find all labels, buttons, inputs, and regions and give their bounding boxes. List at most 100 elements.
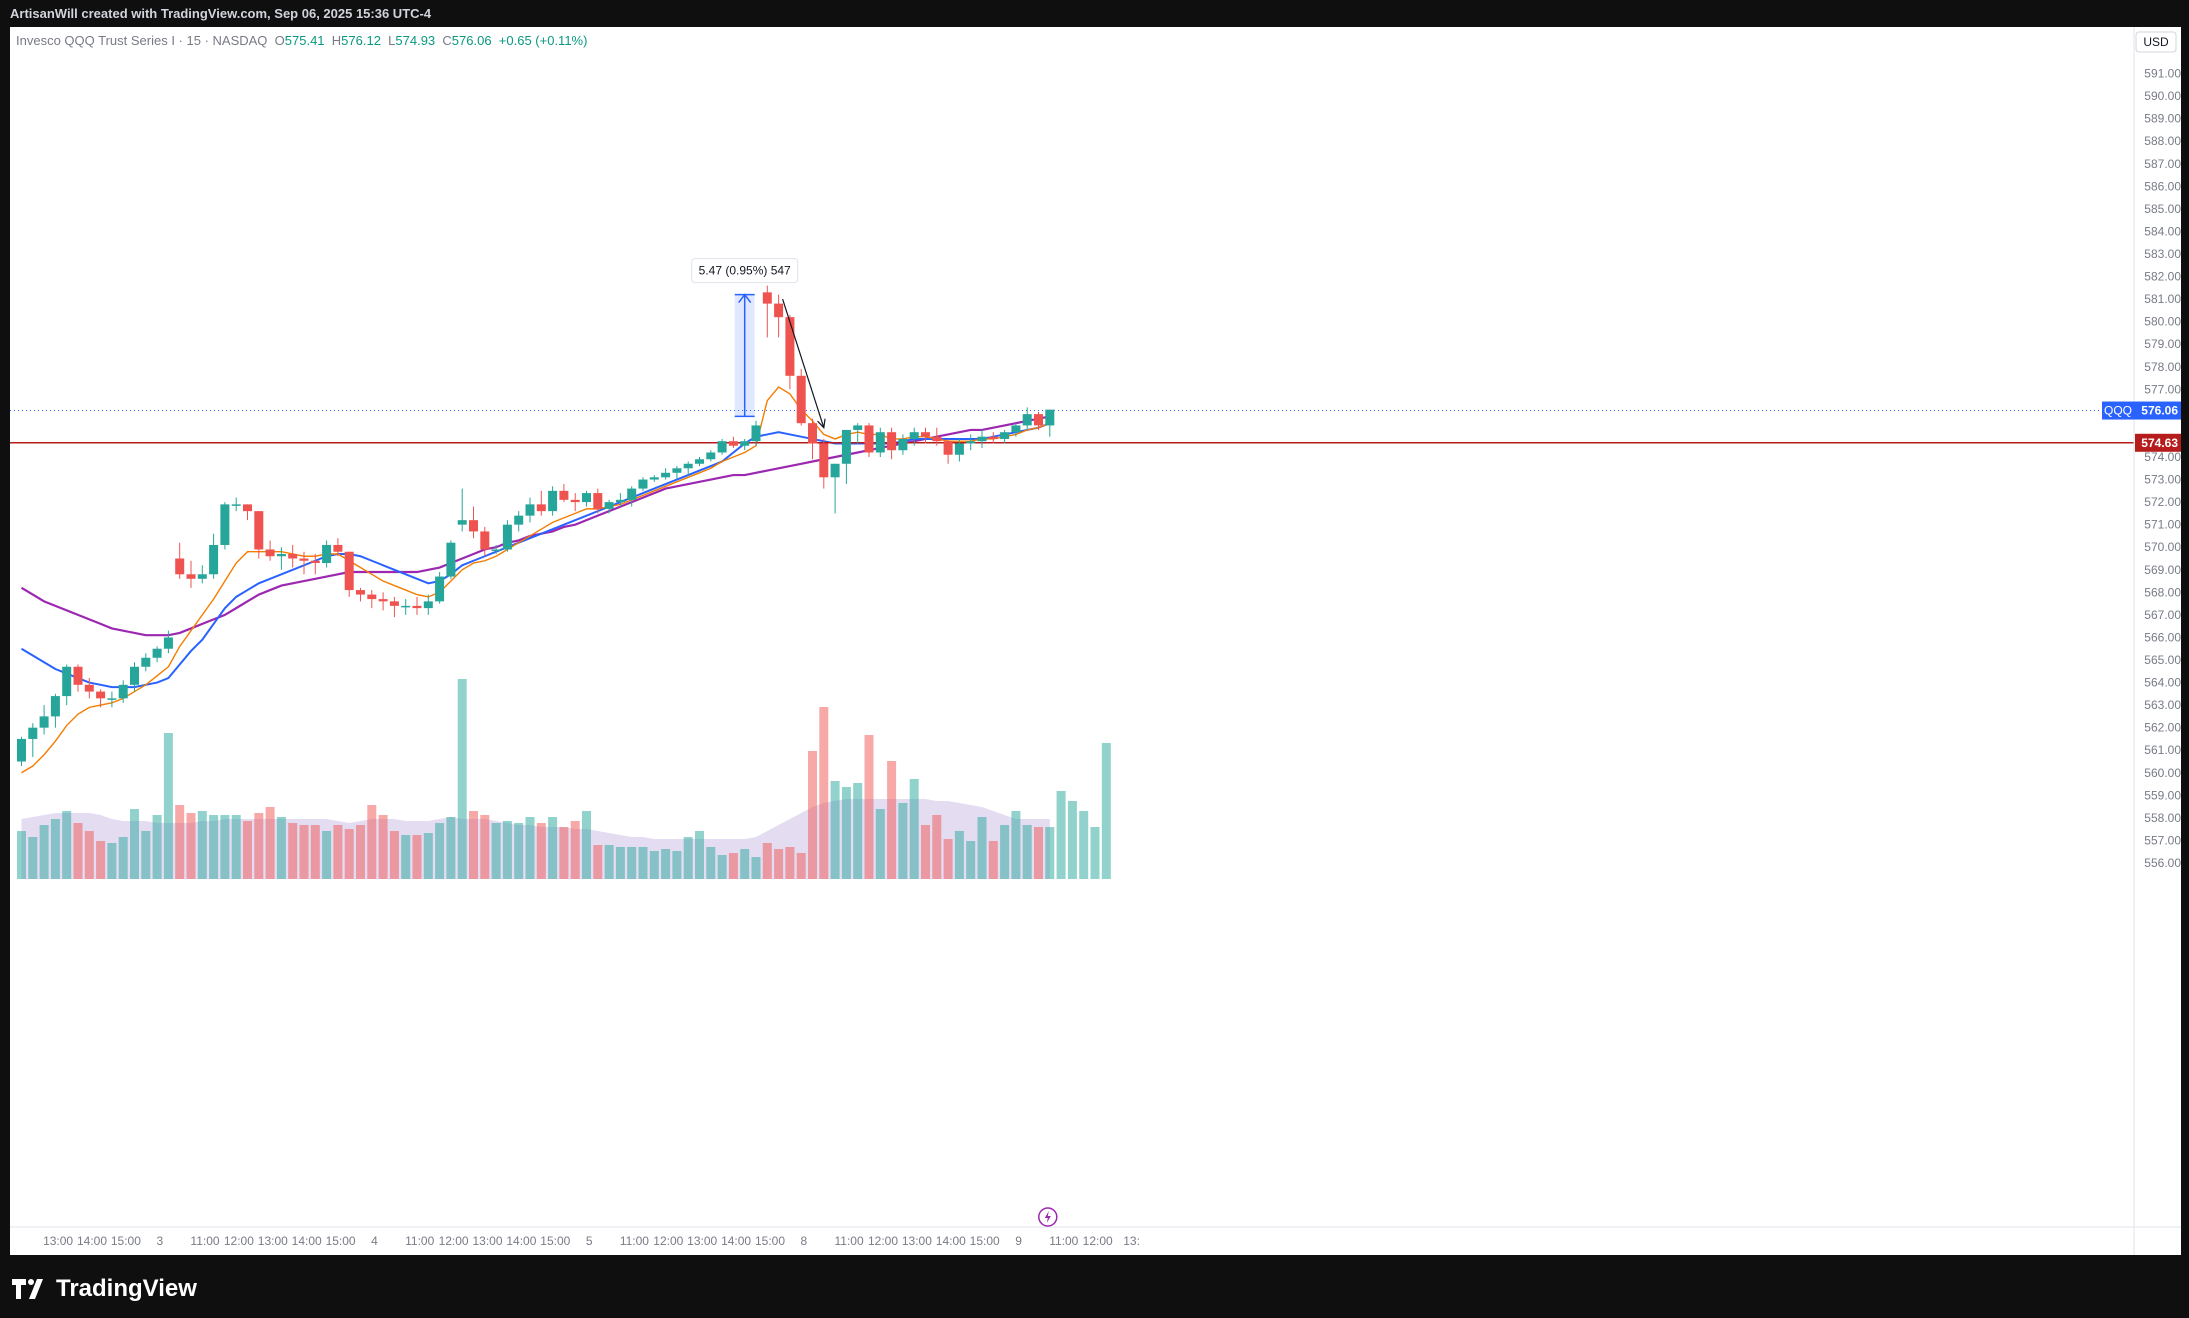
volume-bar xyxy=(921,825,930,879)
time-axis[interactable]: 13:00 14:00 15:00 3 11:00 12:00 13:00 14:00 15:0… xyxy=(10,1207,2181,1248)
candle-body xyxy=(932,436,942,442)
volume-bar xyxy=(808,751,817,879)
chart-area[interactable]: 5.47 (0.95%) 547 USD 556.00 557.00 558.00 55… xyxy=(10,27,2181,1255)
time-tick-label: 5 xyxy=(586,1234,593,1248)
tradingview-logo-icon xyxy=(12,1279,43,1299)
last-price-tag xyxy=(2135,401,2181,420)
volume-bar xyxy=(197,811,207,879)
candle-body xyxy=(480,531,490,550)
candle-body xyxy=(186,574,196,579)
footer-bar: TradingView xyxy=(0,1255,2189,1318)
volume-bar xyxy=(943,839,953,879)
change-value: +0.65 (+0.11%) xyxy=(498,33,588,48)
candle-body xyxy=(118,684,128,699)
time-tick-label: 8 xyxy=(801,1234,808,1248)
volume-bar xyxy=(469,811,478,879)
volume-bar xyxy=(649,851,659,879)
time-tick-label: 9 xyxy=(1015,1234,1022,1248)
candle-body xyxy=(457,520,467,525)
volume-bar xyxy=(954,831,964,879)
volume-bar xyxy=(740,849,750,879)
candle-body xyxy=(491,549,501,551)
price-tick-label: 585.00 xyxy=(2144,202,2181,216)
trend-arrow-line[interactable] xyxy=(782,298,825,428)
time-tick-label: 15:00 xyxy=(540,1234,570,1248)
candle-body xyxy=(762,292,772,304)
candle-body xyxy=(73,666,83,685)
currency-button[interactable] xyxy=(2135,31,2177,53)
candle-body xyxy=(717,441,727,453)
candle-body xyxy=(943,441,953,455)
price-tick-label: 584.00 xyxy=(2144,224,2181,238)
candle-body xyxy=(536,504,546,512)
volume-bar xyxy=(412,835,422,879)
level-price-tag xyxy=(2135,433,2181,452)
candle-body xyxy=(853,425,863,430)
price-tick-label: 568.00 xyxy=(2144,585,2181,599)
time-tick-label: 15:00 xyxy=(970,1234,1000,1248)
volume-bar xyxy=(514,823,524,879)
candle-body xyxy=(28,727,38,739)
price-tick-label: 556.00 xyxy=(2144,856,2181,870)
candle-body xyxy=(841,429,851,464)
candle-body xyxy=(796,375,806,424)
tradingview-logo[interactable]: TradingView xyxy=(12,1275,197,1303)
price-axis[interactable]: USD 556.00 557.00 558.00 559.00 560.00 561.00 5… xyxy=(2102,27,2181,1255)
candle-body xyxy=(84,684,94,692)
volume-bar xyxy=(1000,825,1010,879)
volume-bar xyxy=(615,847,625,879)
brand-name: TradingView xyxy=(56,1275,197,1302)
candle-body xyxy=(604,502,614,509)
volume-bar xyxy=(785,847,795,879)
candle-body xyxy=(525,504,535,516)
time-tick-label: 12:00 xyxy=(1083,1234,1113,1248)
candle-body xyxy=(209,544,219,575)
price-tick-label: 577.00 xyxy=(2144,382,2181,396)
candle-body xyxy=(333,544,343,552)
volume-bar xyxy=(84,831,94,879)
volume-bar xyxy=(243,821,252,879)
volume-bars xyxy=(17,679,1111,879)
volume-bar xyxy=(423,833,433,879)
symbol-title[interactable]: Invesco QQQ Trust Series I · 15 · NASDAQ xyxy=(16,33,268,48)
candle-body xyxy=(197,574,207,579)
candle-body xyxy=(96,691,106,699)
volume-bar xyxy=(276,817,286,879)
volume-bar xyxy=(988,841,998,879)
price-tick-label: 573.00 xyxy=(2144,473,2181,487)
volume-bar xyxy=(1034,827,1043,879)
symbol-tag[interactable] xyxy=(2102,401,2135,420)
candle-body xyxy=(502,524,512,550)
measure-tool[interactable]: 5.47 (0.95%) 547 xyxy=(691,258,826,429)
candle-body xyxy=(1000,432,1010,439)
volume-bar xyxy=(152,815,162,879)
volume-bar xyxy=(1067,801,1077,879)
volume-bar xyxy=(728,853,738,879)
time-tick-label: 12:00 xyxy=(653,1234,683,1248)
time-tick-label: 3 xyxy=(156,1234,163,1248)
candle-body xyxy=(559,490,569,500)
price-chart[interactable]: 5.47 (0.95%) 547 USD556.00557.00558.0055… xyxy=(10,27,2181,1255)
price-tick-label: 578.00 xyxy=(2144,360,2181,374)
volume-bar xyxy=(672,851,682,879)
candle-body xyxy=(1011,425,1021,433)
candle-body xyxy=(875,432,885,453)
time-tick-label: 14:00 xyxy=(77,1234,107,1248)
candle-body xyxy=(785,317,795,376)
volume-bar xyxy=(887,761,897,879)
candle-body xyxy=(774,303,784,318)
volume-bar xyxy=(141,831,151,879)
candle-body xyxy=(141,657,151,667)
price-tick-label: 565.00 xyxy=(2144,653,2181,667)
symbol-tag-label: QQQ xyxy=(2104,404,2132,418)
measure-label: 5.47 (0.95%) 547 xyxy=(699,264,791,278)
volume-bar xyxy=(17,831,26,879)
volume-bar xyxy=(288,823,298,879)
volume-bar xyxy=(638,847,648,879)
candle-body xyxy=(367,594,377,600)
volume-bar xyxy=(853,783,863,879)
candle-body xyxy=(130,666,139,685)
candle-body xyxy=(163,637,173,649)
currency-label[interactable]: USD xyxy=(2143,35,2169,49)
horizontal-level-line[interactable] xyxy=(10,410,2134,444)
